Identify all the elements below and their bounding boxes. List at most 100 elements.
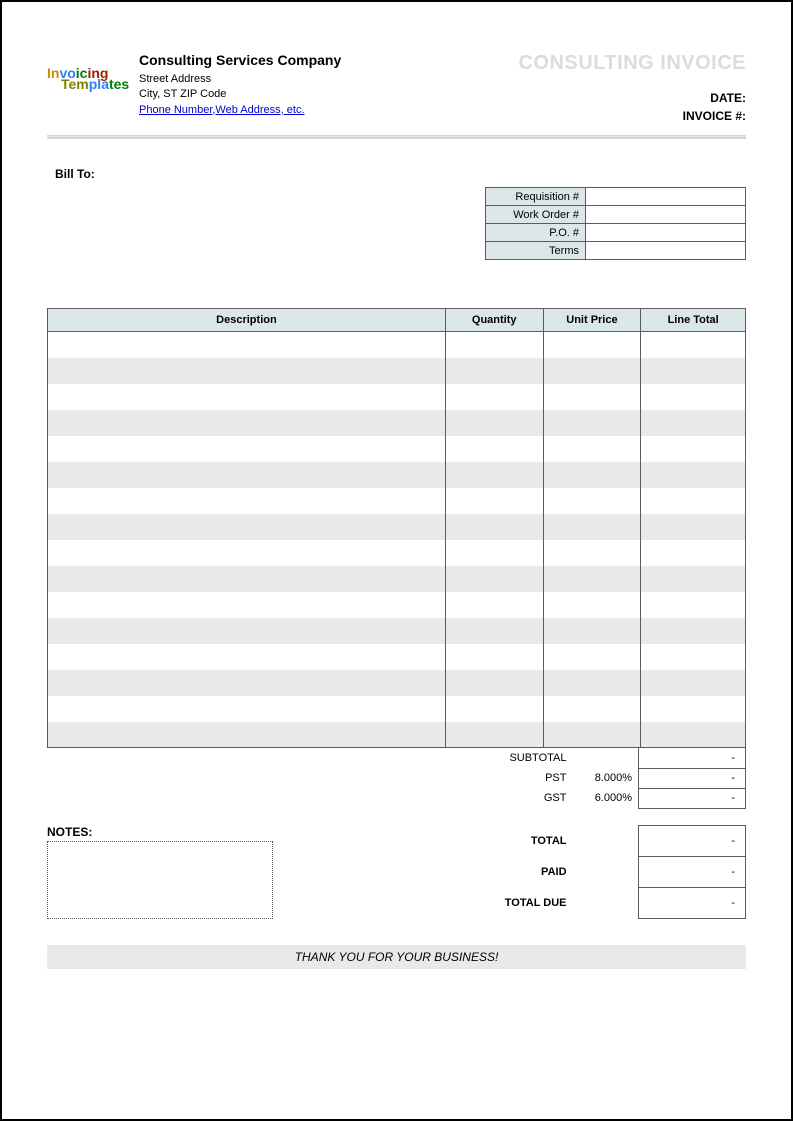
table-cell[interactable] [48,410,446,436]
table-cell[interactable] [48,722,446,748]
table-cell[interactable] [445,332,543,358]
table-cell[interactable] [48,592,446,618]
totals-table-upper: SUBTOTAL - PST 8.000% - GST 6.000% - [503,748,746,809]
table-cell[interactable] [543,696,641,722]
date-label: DATE: [486,89,746,107]
table-cell[interactable] [641,436,746,462]
table-cell[interactable] [48,514,446,540]
ref-value[interactable] [586,242,746,260]
table-cell[interactable] [641,644,746,670]
table-cell[interactable] [543,358,641,384]
col-header-quantity: Quantity [445,309,543,332]
table-cell[interactable] [445,618,543,644]
notes-box[interactable] [47,841,273,919]
total-label: TOTAL [499,825,575,856]
items-table: Description Quantity Unit Price Line Tot… [47,308,746,748]
table-cell[interactable] [445,462,543,488]
table-cell[interactable] [445,592,543,618]
ref-label: P.O. # [486,224,586,242]
table-cell[interactable] [445,488,543,514]
table-cell[interactable] [641,358,746,384]
table-cell[interactable] [543,462,641,488]
table-cell[interactable] [48,696,446,722]
ref-label: Requisition # [486,188,586,206]
table-cell[interactable] [48,436,446,462]
table-cell[interactable] [641,488,746,514]
table-cell[interactable] [48,644,446,670]
table-row [48,462,746,488]
table-cell[interactable] [445,410,543,436]
header-left: Invoicing Templates Consulting Services … [47,52,486,125]
table-cell[interactable] [48,358,446,384]
table-cell[interactable] [48,488,446,514]
table-cell[interactable] [641,462,746,488]
total-value: - [639,825,746,856]
table-cell[interactable] [445,514,543,540]
table-cell[interactable] [543,644,641,670]
table-row [48,488,746,514]
table-cell[interactable] [48,540,446,566]
table-cell[interactable] [445,696,543,722]
table-cell[interactable] [543,332,641,358]
ref-value[interactable] [586,188,746,206]
ref-value[interactable] [586,206,746,224]
table-cell[interactable] [445,358,543,384]
tax1-value: - [639,768,746,788]
table-cell[interactable] [445,722,543,748]
table-cell[interactable] [445,644,543,670]
table-cell[interactable] [48,670,446,696]
table-cell[interactable] [445,436,543,462]
table-cell[interactable] [641,592,746,618]
table-cell[interactable] [543,384,641,410]
total-due-value: - [639,887,746,918]
company-name: Consulting Services Company [139,52,341,68]
company-contact-link[interactable]: Phone Number,Web Address, etc. [139,104,305,116]
table-cell[interactable] [641,566,746,592]
table-cell[interactable] [543,436,641,462]
header-right: CONSULTING INVOICE DATE: INVOICE #: [486,52,746,125]
table-cell[interactable] [48,566,446,592]
table-row [48,384,746,410]
table-cell[interactable] [641,618,746,644]
table-cell[interactable] [543,670,641,696]
table-cell[interactable] [543,592,641,618]
table-cell[interactable] [641,670,746,696]
table-cell[interactable] [641,514,746,540]
table-cell[interactable] [641,540,746,566]
table-row [48,358,746,384]
tax2-value: - [639,788,746,808]
table-cell[interactable] [543,488,641,514]
ref-value[interactable] [586,224,746,242]
logo-text: Invoicing Templates [47,68,137,90]
table-cell[interactable] [641,696,746,722]
table-cell[interactable] [445,384,543,410]
table-cell[interactable] [641,410,746,436]
table-cell[interactable] [445,670,543,696]
table-row [48,436,746,462]
table-cell[interactable] [543,514,641,540]
footer-message: THANK YOU FOR YOUR BUSINESS! [47,945,746,969]
table-cell[interactable] [543,566,641,592]
table-cell[interactable] [48,332,446,358]
ref-label: Terms [486,242,586,260]
col-header-description: Description [48,309,446,332]
paid-value: - [639,856,746,887]
table-cell[interactable] [445,540,543,566]
table-cell[interactable] [48,618,446,644]
table-cell[interactable] [543,410,641,436]
table-row [48,540,746,566]
invoice-number-label: INVOICE #: [486,107,746,125]
table-row [48,410,746,436]
table-cell[interactable] [641,332,746,358]
table-cell[interactable] [445,566,543,592]
company-address-line2: City, ST ZIP Code [139,87,341,102]
table-cell[interactable] [48,384,446,410]
invoice-page: Invoicing Templates Consulting Services … [2,2,791,1009]
table-cell[interactable] [543,722,641,748]
col-header-line-total: Line Total [641,309,746,332]
table-cell[interactable] [543,618,641,644]
table-cell[interactable] [48,462,446,488]
table-cell[interactable] [543,540,641,566]
table-cell[interactable] [641,722,746,748]
table-cell[interactable] [641,384,746,410]
